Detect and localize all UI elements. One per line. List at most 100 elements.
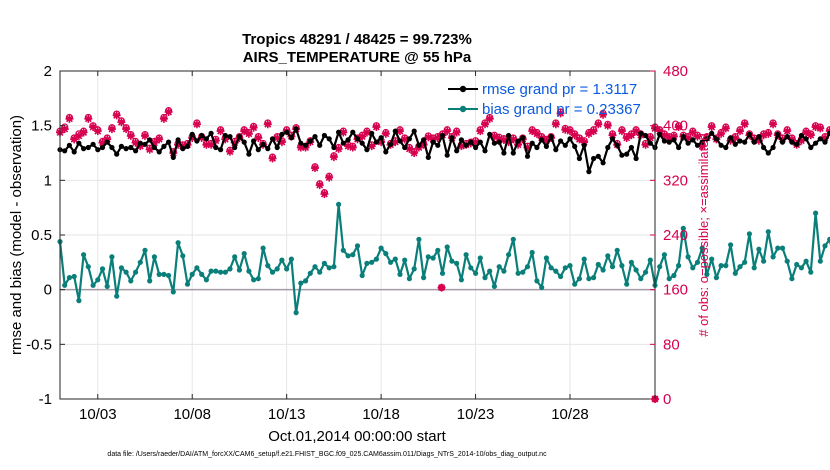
bias-point xyxy=(383,251,389,257)
assimilated-point xyxy=(542,136,551,145)
rmse-point xyxy=(690,137,696,143)
bias-point xyxy=(487,268,493,274)
bias-point xyxy=(118,265,124,271)
bias-point xyxy=(439,270,446,276)
assimilated-point xyxy=(329,153,338,162)
bias-point xyxy=(199,271,205,277)
rmse-point xyxy=(567,136,573,142)
bias-point xyxy=(354,243,361,249)
rmse-point xyxy=(199,132,205,139)
assimilated-point xyxy=(391,138,400,147)
rmse-point xyxy=(175,137,181,143)
possible-point xyxy=(816,123,824,131)
rmse-point xyxy=(813,140,819,146)
bias-point xyxy=(184,281,191,287)
rmse-point xyxy=(784,134,790,140)
bias-point xyxy=(694,259,701,265)
bias-point xyxy=(218,269,224,275)
chart-title: Tropics 48291 / 48425 = 99.723% xyxy=(242,31,472,48)
assimilated-point xyxy=(315,181,324,190)
bias-point xyxy=(392,256,398,262)
bias-point xyxy=(133,269,139,275)
bias-point xyxy=(265,263,271,269)
bias-point xyxy=(340,247,346,253)
rmse-point xyxy=(147,137,153,143)
bias-point xyxy=(605,253,611,259)
assimilated-point xyxy=(268,154,277,163)
rmse-point xyxy=(170,154,176,160)
bias-point xyxy=(765,229,771,235)
assimilated-point xyxy=(429,135,438,144)
bias-point xyxy=(775,245,781,251)
bias-point xyxy=(798,265,805,271)
assimilated-point xyxy=(570,131,579,140)
rmse-point xyxy=(605,144,611,151)
bias-point xyxy=(813,210,819,216)
rmse-point xyxy=(416,142,422,148)
rmse-point xyxy=(562,142,568,148)
y-tick-label: 1 xyxy=(44,172,52,189)
bias-point xyxy=(378,245,384,251)
rmse-point xyxy=(421,137,427,143)
series-rmse xyxy=(57,126,830,175)
assimilated-point xyxy=(726,136,735,145)
assimilated-point xyxy=(60,125,69,134)
assimilated-point xyxy=(433,133,442,142)
possible-point xyxy=(722,123,730,131)
possible-point xyxy=(561,124,569,132)
possible-point xyxy=(717,128,725,137)
possible-point xyxy=(65,113,74,122)
assimilated-point xyxy=(528,127,537,136)
bias-point xyxy=(789,276,795,282)
bias-point xyxy=(718,263,724,269)
assimilated-point xyxy=(136,142,145,151)
rmse-point xyxy=(222,132,228,139)
rmse-point xyxy=(539,137,545,143)
possible-point xyxy=(160,113,168,122)
rmse-point xyxy=(71,149,77,155)
possible-point xyxy=(165,107,173,115)
assimilated-point xyxy=(566,127,574,136)
bias-point xyxy=(147,278,153,284)
rmse-point xyxy=(586,169,592,175)
rmse-point xyxy=(671,137,677,143)
rmse-point xyxy=(647,140,653,146)
bias-point xyxy=(241,251,247,257)
possible-point xyxy=(764,128,772,137)
rmse-point xyxy=(255,147,261,153)
assimilated-point xyxy=(561,125,570,134)
assimilated-point xyxy=(594,120,603,129)
bias-point xyxy=(430,255,436,261)
rmse-point xyxy=(85,144,91,151)
bias-point xyxy=(293,310,299,316)
possible-point xyxy=(80,127,88,135)
bias-point xyxy=(170,289,176,295)
bias-point xyxy=(397,271,403,277)
assimilated-point xyxy=(556,109,565,118)
bias-point xyxy=(246,268,252,274)
rmse-point xyxy=(397,138,403,144)
assimilated-point xyxy=(107,125,116,134)
rmse-point xyxy=(765,150,771,156)
assimilated-point xyxy=(348,143,357,152)
rmse-point xyxy=(189,131,195,137)
possible-point xyxy=(571,130,579,138)
bias-point xyxy=(260,245,266,251)
assimilated-point xyxy=(367,142,376,151)
possible-point xyxy=(594,119,602,127)
rmse-point xyxy=(444,152,450,158)
rmse-point xyxy=(510,150,516,156)
rmse-point xyxy=(723,144,729,151)
bias-point xyxy=(558,273,564,280)
y-tick-label: 0.5 xyxy=(31,227,52,244)
assimilated-point xyxy=(627,131,636,140)
assimilated-point xyxy=(141,131,149,140)
rmse-point xyxy=(761,144,767,151)
rmse-point xyxy=(439,132,446,139)
x-tick-label: 10/13 xyxy=(268,406,306,423)
rmse-point xyxy=(321,132,327,139)
bias-point xyxy=(501,268,507,274)
rmse-point xyxy=(184,143,191,149)
assimilated-point xyxy=(802,128,811,137)
bias-point xyxy=(600,267,606,273)
